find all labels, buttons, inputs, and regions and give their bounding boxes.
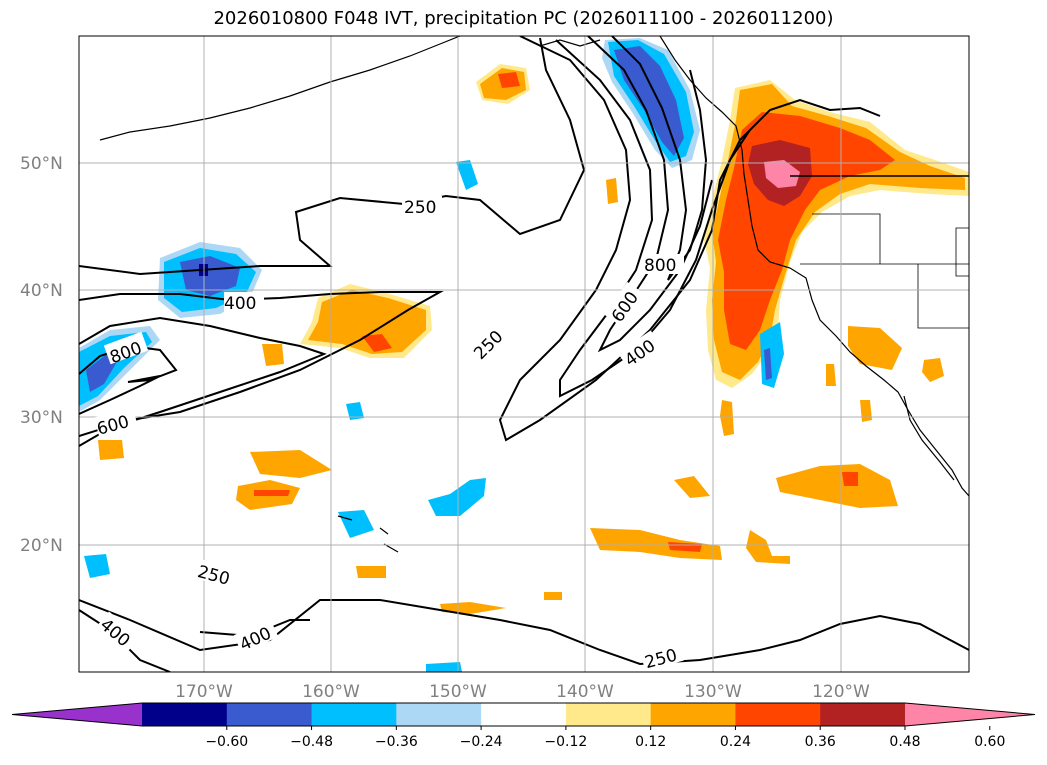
precip-region-small-10 bbox=[262, 344, 284, 366]
precip-neg-small-3 bbox=[428, 478, 486, 516]
lon-tick-label-150w: 150°W bbox=[429, 682, 487, 702]
lat-axis-labels: 50°N 40°N 30°N 20°N bbox=[20, 154, 63, 556]
colorbar-tick-label: 0.24 bbox=[720, 734, 751, 750]
coastlines bbox=[99, 36, 969, 553]
precip-region-small-5 bbox=[848, 326, 902, 370]
lon-tick-label-170w: 170°W bbox=[175, 682, 233, 702]
lon-tick-label-140w: 140°W bbox=[556, 682, 614, 702]
precip-region-small-15 bbox=[606, 178, 618, 204]
precip-region-small-4 bbox=[776, 464, 898, 508]
colorbar-bin bbox=[311, 703, 397, 726]
precip-region-small-14 bbox=[544, 592, 562, 600]
precip-neg-small-7 bbox=[426, 662, 462, 672]
precip-region-158w-red bbox=[362, 334, 392, 352]
precip-neg-small-4 bbox=[338, 510, 374, 538]
colorbar-bin bbox=[481, 703, 567, 726]
colorbar-bin bbox=[142, 703, 228, 726]
ivt-contour-600-a bbox=[79, 316, 327, 447]
colorbar-extend-high bbox=[905, 703, 1035, 726]
colorbar-tick-label: −0.60 bbox=[205, 734, 248, 750]
colorbar-bin bbox=[226, 703, 313, 726]
ivt-contour-400-a bbox=[79, 291, 444, 437]
precip-region-small-8 bbox=[720, 400, 734, 436]
lat-tick-label-50n: 50°N bbox=[20, 154, 63, 174]
lat-tick-label-30n: 30°N bbox=[20, 408, 63, 428]
colorbar-tick-label: −0.36 bbox=[375, 734, 418, 750]
lat-tick-label-40n: 40°N bbox=[20, 281, 63, 301]
precip-region-small-4-red bbox=[842, 472, 858, 486]
contour-label-800-b: 800 bbox=[644, 256, 676, 276]
colorbar-outline bbox=[11, 702, 1036, 727]
colorbar-bin bbox=[565, 703, 652, 726]
colorbar-bin bbox=[735, 703, 821, 726]
precip-region-ar-pink bbox=[764, 160, 800, 188]
precip-region-small-11 bbox=[98, 440, 124, 460]
ivt-contour-400-b bbox=[555, 39, 751, 398]
contour-label-250-a: 250 bbox=[404, 198, 436, 218]
precip-neg-small-2b bbox=[764, 348, 772, 380]
precip-region-170w-blue bbox=[180, 256, 240, 296]
ivt-contours bbox=[79, 36, 969, 672]
coast-alaska-south bbox=[99, 36, 461, 141]
precip-region-small-1 bbox=[250, 450, 332, 478]
precip-region-small-6 bbox=[746, 530, 790, 564]
colorbar-tick-label: 0.48 bbox=[889, 734, 920, 750]
chart-title: 2026010800 F048 IVT, precipitation PC (2… bbox=[213, 8, 834, 29]
colorbar-tick-label: −0.48 bbox=[290, 734, 333, 750]
precip-region-small-16 bbox=[826, 364, 836, 386]
colorbar-bin bbox=[820, 703, 906, 726]
contour-label-400-a: 400 bbox=[224, 294, 256, 314]
precip-neg-small-1 bbox=[456, 160, 478, 190]
lon-axis-labels: 170°W 160°W 150°W 140°W 130°W 120°W bbox=[175, 682, 870, 702]
precip-fill-layer bbox=[79, 38, 969, 672]
lon-tick-label-130w: 130°W bbox=[684, 682, 742, 702]
precip-region-small-7 bbox=[674, 476, 710, 498]
precip-region-small-2-red bbox=[254, 490, 290, 496]
lon-tick-label-160w: 160°W bbox=[302, 682, 360, 702]
precip-region-small-13 bbox=[440, 602, 506, 614]
precip-region-small-12 bbox=[356, 566, 386, 578]
colorbar-tick-label: 0.12 bbox=[635, 734, 666, 750]
colorbar-extend-low bbox=[12, 703, 142, 726]
ivt-contour-250-main bbox=[498, 36, 881, 442]
border-state-2 bbox=[955, 227, 969, 277]
colorbar-bin bbox=[650, 703, 736, 726]
lat-tick-label-20n: 20°N bbox=[20, 536, 63, 556]
precip-neg-small-5 bbox=[84, 554, 110, 578]
colorbar: −0.60 −0.48 −0.36 −0.24 −0.12 0.12 0.24 0.36 0.4… bbox=[11, 702, 1036, 750]
precip-region-small-3 bbox=[590, 528, 722, 560]
colorbar-tick-label: 0.36 bbox=[805, 734, 836, 750]
lon-tick-label-120w: 120°W bbox=[812, 682, 870, 702]
precip-neg-small-6 bbox=[346, 402, 364, 420]
map-gridlines bbox=[79, 36, 969, 672]
map-frame bbox=[78, 35, 970, 673]
precip-region-158w-orange bbox=[308, 290, 426, 354]
border-state-1 bbox=[800, 213, 969, 329]
precip-region-bc-blue bbox=[614, 46, 684, 156]
coast-north-america-west bbox=[659, 36, 969, 497]
precip-region-small-9 bbox=[922, 358, 944, 382]
colorbar-bin bbox=[396, 703, 482, 726]
coast-baja bbox=[903, 395, 955, 481]
precip-region-small-17 bbox=[860, 400, 872, 422]
precip-region-gulf-red bbox=[498, 72, 520, 88]
colorbar-tick-label: −0.24 bbox=[460, 734, 503, 750]
colorbar-tick-label: 0.60 bbox=[974, 734, 1005, 750]
colorbar-tick-label: −0.12 bbox=[544, 734, 587, 750]
